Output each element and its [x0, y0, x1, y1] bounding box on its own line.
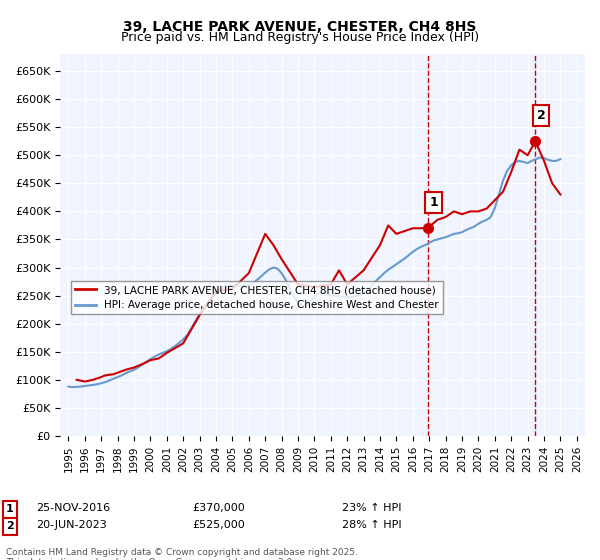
Text: 2: 2: [6, 521, 14, 531]
Text: 39, LACHE PARK AVENUE, CHESTER, CH4 8HS: 39, LACHE PARK AVENUE, CHESTER, CH4 8HS: [124, 20, 476, 34]
Text: 25-NOV-2016: 25-NOV-2016: [36, 503, 110, 514]
Legend: 39, LACHE PARK AVENUE, CHESTER, CH4 8HS (detached house), HPI: Average price, de: 39, LACHE PARK AVENUE, CHESTER, CH4 8HS …: [71, 281, 443, 314]
Text: 1: 1: [6, 505, 14, 515]
Text: 23% ↑ HPI: 23% ↑ HPI: [342, 503, 401, 514]
Text: Price paid vs. HM Land Registry's House Price Index (HPI): Price paid vs. HM Land Registry's House …: [121, 31, 479, 44]
Text: 28% ↑ HPI: 28% ↑ HPI: [342, 520, 401, 530]
Text: £525,000: £525,000: [192, 520, 245, 530]
Text: £370,000: £370,000: [192, 503, 245, 514]
Text: Contains HM Land Registry data © Crown copyright and database right 2025.
This d: Contains HM Land Registry data © Crown c…: [6, 548, 358, 560]
Text: 2: 2: [537, 109, 546, 122]
Text: 20-JUN-2023: 20-JUN-2023: [36, 520, 107, 530]
Text: 1: 1: [429, 196, 438, 209]
